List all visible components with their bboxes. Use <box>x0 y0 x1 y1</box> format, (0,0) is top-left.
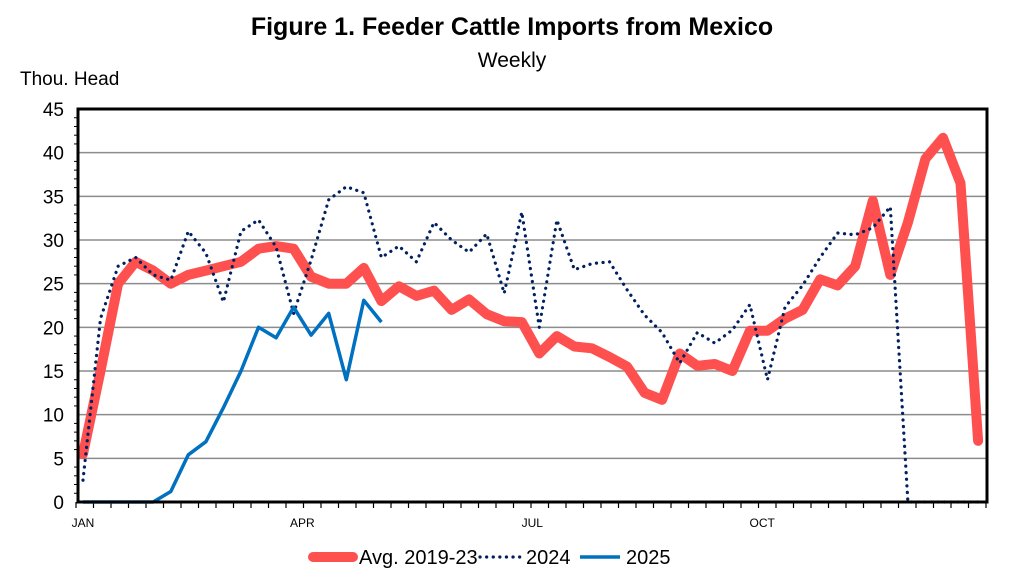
y-tick-label: 30 <box>43 231 64 252</box>
y-tick-label: 25 <box>43 275 64 296</box>
legend-label: 2024 <box>526 547 571 569</box>
series-line-avg-2019-23 <box>78 132 984 459</box>
chart-subtitle: Weekly <box>478 49 547 72</box>
legend-label: Avg. 2019-23 <box>359 547 478 569</box>
series-lines <box>78 132 984 504</box>
legend: Avg. 2019-23 2024 2025 <box>308 547 671 569</box>
plot-frame <box>76 107 989 504</box>
y-tick-label: 0 <box>53 493 64 514</box>
chart-title: Figure 1. Feeder Cattle Imports from Mex… <box>251 13 773 41</box>
y-tick-label: 35 <box>43 187 64 208</box>
y-tick-label: 10 <box>43 406 64 427</box>
legend-label: 2025 <box>626 547 671 569</box>
series-line-2024 <box>81 185 980 504</box>
month-labels: JAN APR JUL OCT <box>72 516 776 530</box>
y-tick-label: 20 <box>43 318 64 339</box>
y-tick-label: 40 <box>43 144 64 165</box>
y-tick-label: 15 <box>43 362 64 383</box>
series-line-2025 <box>83 298 383 504</box>
month-label: OCT <box>750 516 776 530</box>
month-label: JUL <box>522 516 544 530</box>
gridlines <box>78 151 987 460</box>
month-label: APR <box>290 516 315 530</box>
y-tick-label: 5 <box>53 449 64 470</box>
month-label: JAN <box>72 516 95 530</box>
y-tick-label: 45 <box>43 100 64 121</box>
y-tick-labels: 0 5 10 15 20 25 30 35 40 45 <box>43 100 78 514</box>
y-axis-label: Thou. Head <box>20 69 119 90</box>
